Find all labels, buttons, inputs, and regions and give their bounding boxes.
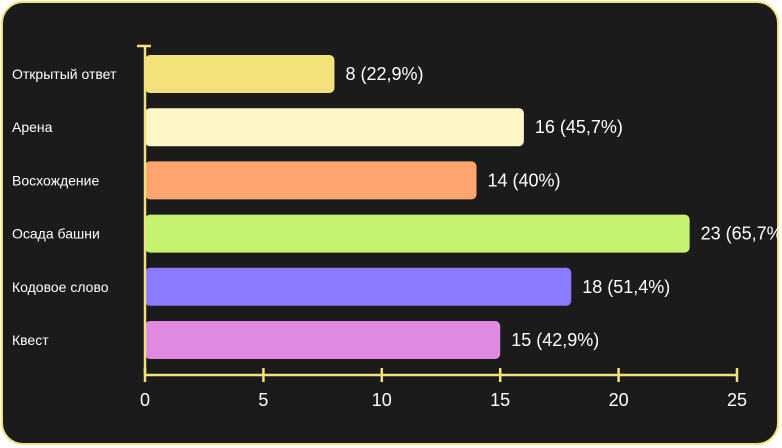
x-tick-label: 20: [609, 390, 629, 410]
category-label: Арена: [12, 119, 53, 135]
data-label: 18 (51,4%): [582, 277, 670, 297]
bar: [145, 161, 477, 200]
x-tick-label: 0: [140, 390, 150, 410]
bar: [145, 214, 690, 253]
data-label: 15 (42,9%): [511, 330, 599, 350]
bar: [145, 267, 572, 306]
data-label: 16 (45,7%): [535, 117, 623, 137]
x-tick-label: 25: [727, 390, 747, 410]
category-label: Квест: [12, 332, 49, 348]
data-label: 8 (22,9%): [345, 64, 423, 84]
category-label: Восхождение: [12, 172, 99, 188]
x-tick-label: 5: [258, 390, 268, 410]
x-tick-label: 10: [372, 390, 392, 410]
data-label: 14 (40%): [488, 170, 561, 190]
category-label: Осада башни: [12, 226, 100, 242]
data-label: 23 (65,7%): [701, 224, 782, 244]
bar: [145, 108, 524, 147]
category-label: Кодовое слово: [12, 279, 109, 295]
category-label: Открытый ответ: [12, 66, 117, 82]
bar: [145, 321, 501, 359]
bar: [145, 55, 335, 93]
x-tick-label: 15: [490, 390, 510, 410]
